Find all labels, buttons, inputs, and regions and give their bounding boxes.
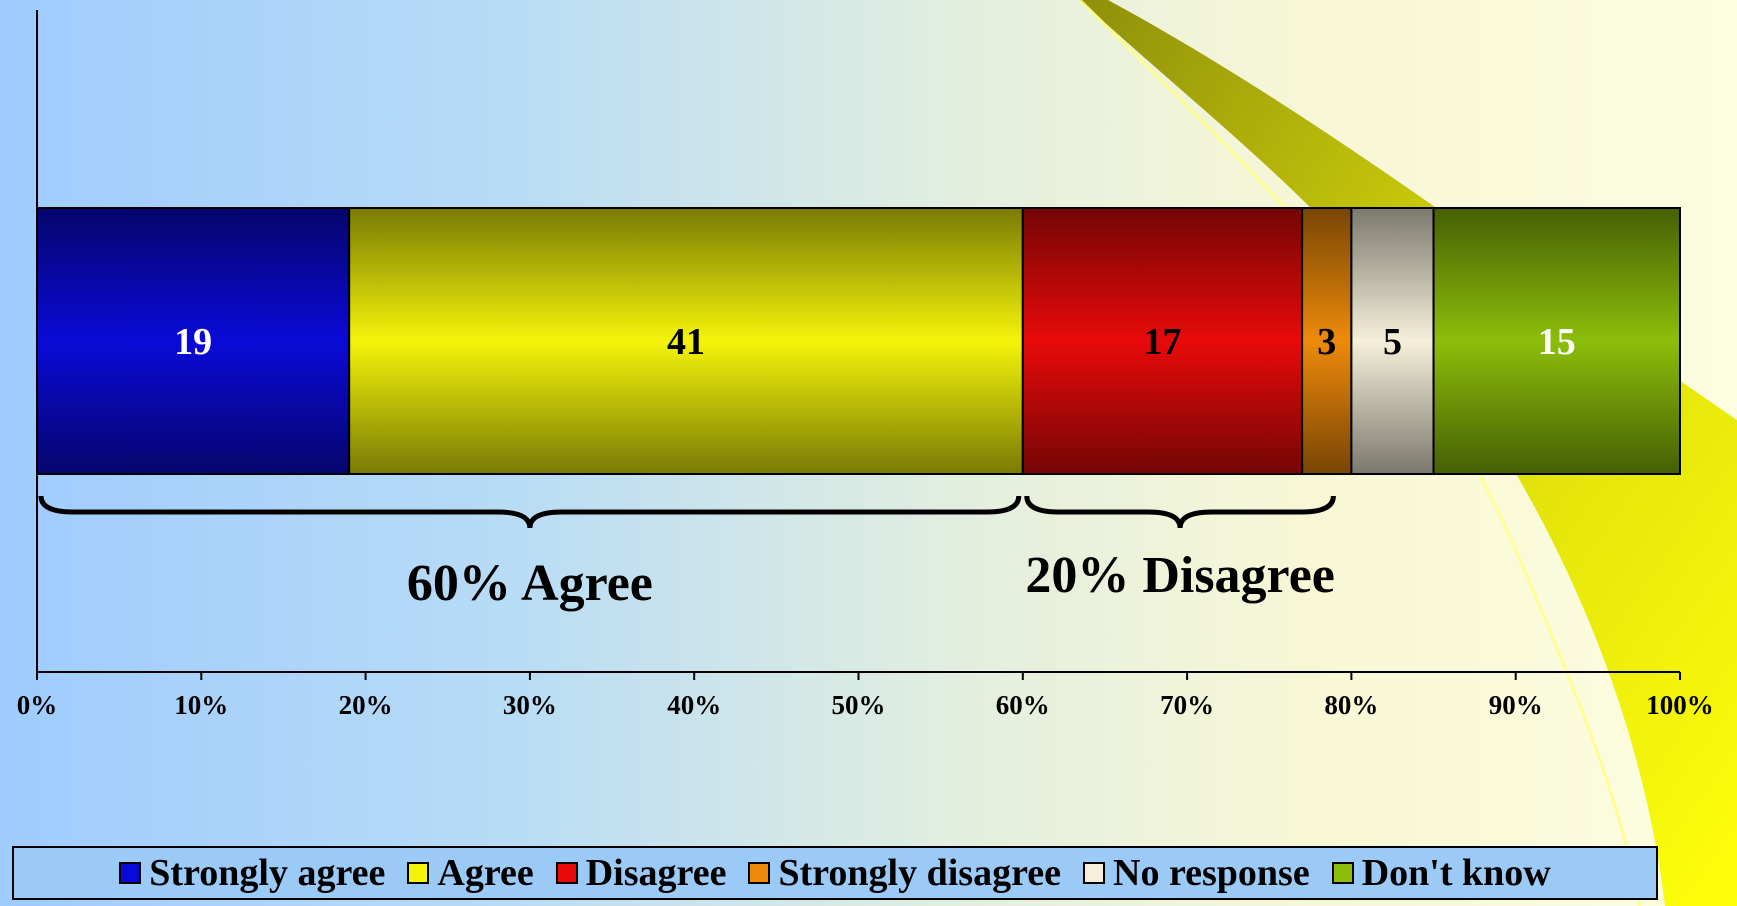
- legend-label: Agree: [437, 852, 534, 894]
- data-label: 15: [1538, 321, 1576, 363]
- legend-item: Don't know: [1331, 851, 1551, 895]
- legend-label: Disagree: [585, 852, 727, 894]
- group-label: 60% Agree: [407, 555, 653, 612]
- data-label: 3: [1317, 321, 1336, 363]
- legend-swatch: [555, 862, 578, 884]
- legend-swatch: [407, 862, 430, 884]
- x-tick-label: 50%: [832, 690, 886, 720]
- brace: [38, 495, 1022, 529]
- x-tick-label: 0%: [17, 690, 58, 720]
- legend-label: Strongly agree: [149, 852, 386, 894]
- legend-swatch: [1331, 862, 1354, 884]
- group-annotations: 60% Agree 20% Disagree: [38, 495, 1336, 612]
- legend: Strongly agree Agree Disagree Strongly disa…: [12, 846, 1658, 900]
- bar-segment: [1350, 207, 1435, 475]
- x-tick-label: 90%: [1489, 690, 1543, 720]
- bar-segment: [36, 207, 351, 475]
- background-swoosh-edge: [1078, 0, 1642, 906]
- legend-swatch: [748, 862, 771, 884]
- x-tick-label: 30%: [503, 690, 557, 720]
- legend-item: Agree: [407, 851, 534, 895]
- legend-label: No response: [1113, 852, 1310, 894]
- bar-segments: 19 41 17 3 5 15: [36, 207, 1682, 475]
- group-label: 20% Disagree: [1025, 547, 1335, 604]
- x-tick-label: 10%: [174, 690, 228, 720]
- bar-segment: [1432, 207, 1682, 475]
- data-label: 19: [174, 321, 212, 363]
- data-label: 17: [1143, 321, 1181, 363]
- x-tick-label: 70%: [1160, 690, 1214, 720]
- legend-label: Don't know: [1361, 852, 1551, 894]
- legend-item: Strongly disagree: [748, 851, 1061, 895]
- legend-swatch: [119, 862, 142, 884]
- x-tick-label: 80%: [1324, 690, 1378, 720]
- legend-label: Strongly disagree: [778, 852, 1061, 894]
- legend-item: No response: [1083, 851, 1310, 895]
- x-tick-label: 60%: [996, 690, 1050, 720]
- x-tick-label: 100%: [1646, 690, 1714, 720]
- data-label: 5: [1383, 321, 1402, 363]
- data-label: 41: [667, 321, 705, 363]
- legend-item: Disagree: [555, 851, 727, 895]
- brace: [1024, 495, 1336, 529]
- legend-swatch: [1083, 862, 1105, 884]
- legend-item: Strongly agree: [119, 851, 385, 895]
- x-tick-label: 40%: [667, 690, 721, 720]
- x-tick-label: 20%: [339, 690, 393, 720]
- bar-segment: [1021, 207, 1304, 475]
- bar-segment: [348, 207, 1024, 475]
- bar-segment: [1301, 207, 1353, 475]
- x-ticks: 0% 10% 20% 30% 40% 50% 60% 70% 80% 90% 100%: [17, 672, 1714, 720]
